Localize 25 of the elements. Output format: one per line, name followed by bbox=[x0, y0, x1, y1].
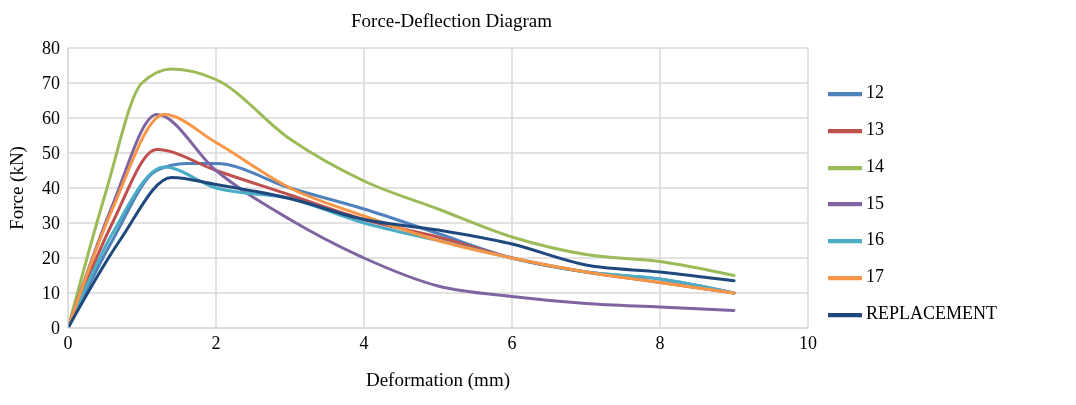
x-tick-label: 6 bbox=[507, 332, 517, 353]
y-tick-label: 70 bbox=[42, 73, 60, 94]
y-tick-label: 40 bbox=[42, 178, 60, 199]
legend-label: 17 bbox=[866, 266, 884, 287]
y-tick-label: 60 bbox=[42, 108, 60, 129]
legend-label: 13 bbox=[866, 118, 884, 139]
x-tick-label: 2 bbox=[211, 332, 221, 353]
x-tick-label: 10 bbox=[799, 332, 817, 353]
y-tick-label: 30 bbox=[42, 213, 60, 234]
legend-label: 16 bbox=[866, 229, 884, 250]
y-tick-label: 50 bbox=[42, 143, 60, 164]
chart-title: Force-Deflection Diagram bbox=[350, 10, 553, 32]
x-tick-label: 8 bbox=[655, 332, 665, 353]
legend-label: REPLACEMENT bbox=[866, 303, 998, 324]
legend-label: 12 bbox=[866, 81, 884, 102]
y-tick-label: 0 bbox=[51, 318, 60, 339]
x-tick-label: 4 bbox=[359, 332, 369, 353]
y-tick-label: 20 bbox=[42, 248, 60, 269]
legend-label: 15 bbox=[866, 192, 884, 213]
x-axis-title: Deformation (mm) bbox=[365, 369, 511, 391]
y-tick-label: 80 bbox=[42, 38, 60, 59]
x-tick-label: 0 bbox=[63, 332, 73, 353]
y-axis-title: Force (kN) bbox=[5, 146, 28, 230]
legend-label: 14 bbox=[866, 155, 884, 176]
y-tick-label: 10 bbox=[42, 283, 60, 304]
